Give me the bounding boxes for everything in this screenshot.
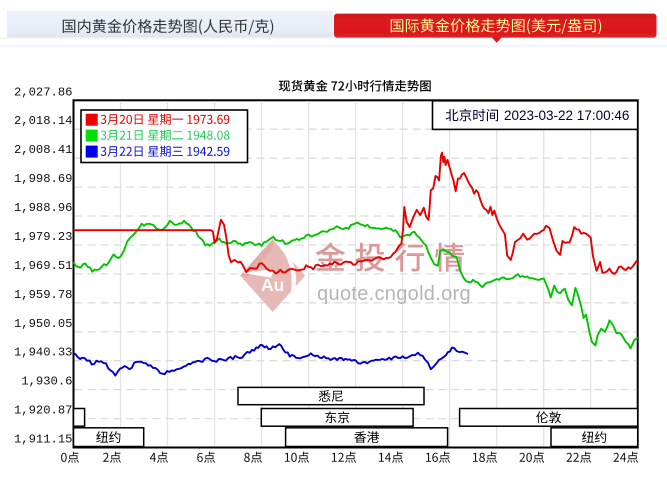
svg-text:1,979.23: 1,979.23 — [14, 230, 73, 244]
svg-text:2,018.14: 2,018.14 — [14, 114, 73, 128]
svg-text:1,940.33: 1,940.33 — [14, 346, 73, 360]
svg-text:1,998.69: 1,998.69 — [14, 172, 73, 186]
svg-text:2,027.86: 2,027.86 — [14, 85, 73, 99]
svg-text:1,969.51: 1,969.51 — [14, 259, 73, 273]
svg-text:1,920.87: 1,920.87 — [14, 404, 73, 418]
svg-text:1,930.6: 1,930.6 — [21, 375, 72, 389]
svg-text:Au: Au — [261, 275, 284, 295]
svg-text:2,008.41: 2,008.41 — [14, 143, 73, 157]
svg-text:1,950.05: 1,950.05 — [14, 317, 73, 331]
svg-text:1,911.15: 1,911.15 — [14, 433, 73, 447]
svg-text:quote.cngold.org: quote.cngold.org — [317, 283, 471, 305]
svg-text:1,959.78: 1,959.78 — [14, 288, 73, 302]
svg-text:2023-03-22 17:00:46: 2023-03-22 17:00:46 — [504, 108, 629, 123]
svg-text:1,988.96: 1,988.96 — [14, 201, 73, 215]
